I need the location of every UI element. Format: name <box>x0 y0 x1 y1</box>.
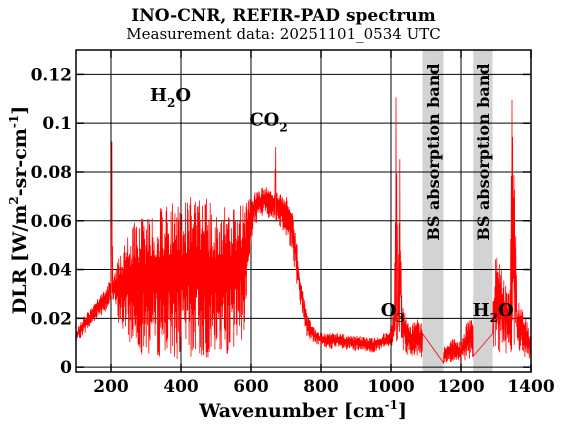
tick-labels: 200 400 600 800 1000 1200 1400 0 0.02 0.04 0.06 0.0… <box>31 63 555 397</box>
x-axis-label-base: Wavenumber [cm <box>198 400 385 422</box>
band-label-1: BS absorption band <box>424 63 443 240</box>
y-tick-label-4: 0.08 <box>31 163 72 183</box>
y-axis-label-a: DLR [W/m <box>9 205 31 315</box>
spectrum-line <box>75 97 532 365</box>
chart-title: INO-CNR, REFIR-PAD spectrum <box>131 6 436 26</box>
y-tick-label-3: 0.06 <box>31 212 72 232</box>
annotation-3: O3 <box>381 300 405 325</box>
x-tick-label-2: 600 <box>233 377 269 397</box>
x-axis-label-end: ] <box>398 400 407 422</box>
y-tick-label-5: 0.1 <box>42 114 72 134</box>
x-tick-label-5: 1200 <box>437 377 484 397</box>
x-tick-label-3: 800 <box>303 377 339 397</box>
x-tick-label-4: 1000 <box>367 377 414 397</box>
chart-subtitle: Measurement data: 20251101_0534 UTC <box>126 25 441 43</box>
y-tick-label-0: 0 <box>60 358 72 378</box>
y-axis-label: DLR [W/m2-sr-cm-1] <box>7 106 31 314</box>
x-tick-label-6: 1400 <box>507 377 554 397</box>
y-axis-label-b: -sr-cm <box>9 128 31 196</box>
spectrum-series <box>75 97 532 365</box>
x-tick-label-1: 400 <box>163 377 199 397</box>
y-tick-label-1: 0.02 <box>31 309 72 329</box>
y-axis-label-sup2: -1 <box>7 115 21 128</box>
x-axis-label: Wavenumber [cm-1] <box>198 398 407 422</box>
y-tick-label-2: 0.04 <box>31 261 73 281</box>
y-tick-label-6: 0.12 <box>31 65 72 85</box>
y-axis-label-sup1: 2 <box>7 196 21 204</box>
annotation-2: CO2 <box>249 110 287 135</box>
absorption-bands <box>422 50 493 372</box>
annotation-1: H2O <box>150 85 191 110</box>
annotation-4: H2O <box>473 300 514 325</box>
absorption-band-2 <box>473 50 493 372</box>
absorption-band-1 <box>422 50 444 372</box>
plot-frame <box>75 49 532 373</box>
x-axis-label-sup: -1 <box>385 398 398 412</box>
y-axis-label-c: ] <box>9 106 31 115</box>
annotations: H2O CO2 O3 H2O <box>150 85 514 325</box>
band-label-2: BS absorption band <box>474 63 493 240</box>
x-tick-label-0: 200 <box>93 377 129 397</box>
axis-ticks <box>76 50 532 372</box>
